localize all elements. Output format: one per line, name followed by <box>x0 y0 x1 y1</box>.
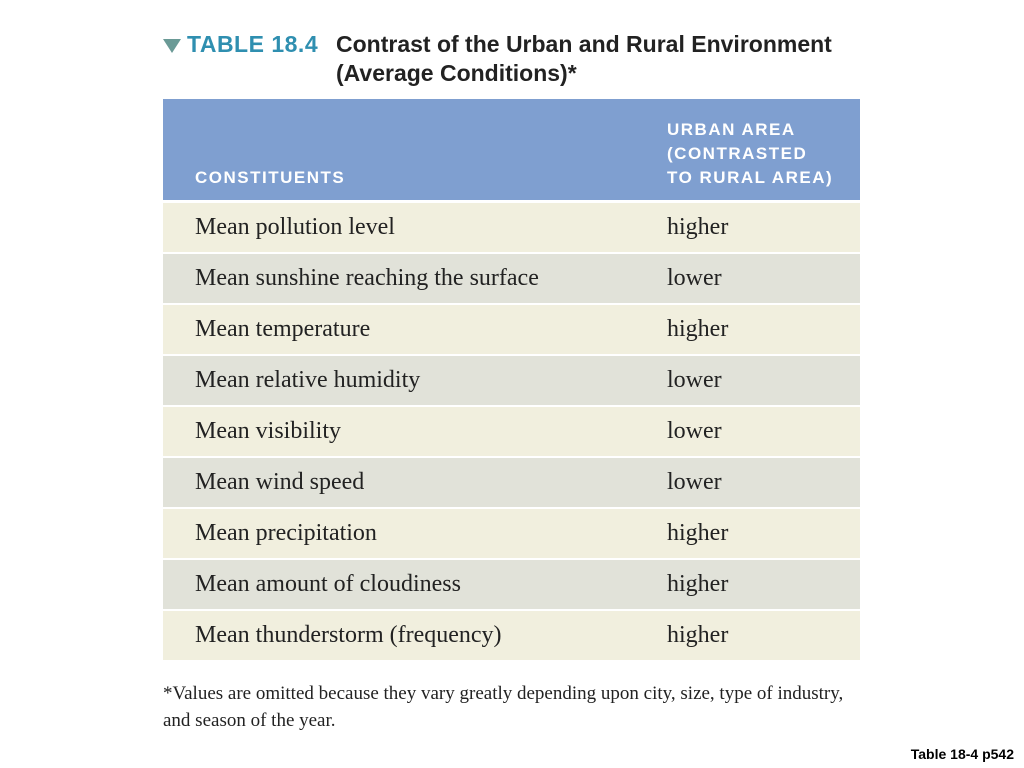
value-cell: higher <box>667 571 729 597</box>
table-number: TABLE 18.4 <box>187 31 319 57</box>
constituent-cell: Mean thunderstorm (frequency) <box>195 622 502 648</box>
value-cell: lower <box>667 265 722 291</box>
table-row: Mean relative humidity lower <box>163 356 860 407</box>
value-cell: lower <box>667 418 722 444</box>
constituent-cell: Mean visibility <box>195 418 341 444</box>
table-header: CONSTITUENTS URBAN AREA (CONTRASTED TO R… <box>163 99 860 203</box>
value-cell: higher <box>667 622 729 648</box>
constituent-cell: Mean pollution level <box>195 214 395 240</box>
constituent-cell: Mean relative humidity <box>195 367 421 393</box>
header-constituents: CONSTITUENTS <box>195 168 346 187</box>
constituent-cell: Mean temperature <box>195 316 371 342</box>
data-table: CONSTITUENTS URBAN AREA (CONTRASTED TO R… <box>163 99 860 662</box>
table-row: Mean wind speed lower <box>163 458 860 509</box>
constituent-cell: Mean wind speed <box>195 469 365 495</box>
table-row: Mean temperature higher <box>163 305 860 356</box>
slide-caption: Table 18-4 p542 <box>910 746 1014 762</box>
value-cell: higher <box>667 520 729 546</box>
value-cell: higher <box>667 214 729 240</box>
table-title: Contrast of the Urban and Rural Environm… <box>336 31 832 86</box>
header-urban-area: URBAN AREA (CONTRASTED TO RURAL AREA) <box>667 120 834 187</box>
table-row: Mean visibility lower <box>163 407 860 458</box>
table-row: Mean thunderstorm (frequency) higher <box>163 611 860 662</box>
constituent-cell: Mean amount of cloudiness <box>195 571 461 597</box>
table-row: Mean precipitation higher <box>163 509 860 560</box>
constituent-cell: Mean precipitation <box>195 520 377 546</box>
triangle-down-icon <box>163 38 181 53</box>
value-cell: lower <box>667 469 722 495</box>
table-footnote: *Values are omitted because they vary gr… <box>163 683 844 731</box>
table-row: Mean pollution level higher <box>163 203 860 254</box>
value-cell: lower <box>667 367 722 393</box>
table-row: Mean sunshine reaching the surface lower <box>163 254 860 305</box>
table-label-group: TABLE 18.4 <box>163 31 318 58</box>
table-row: Mean amount of cloudiness higher <box>163 560 860 611</box>
constituent-cell: Mean sunshine reaching the surface <box>195 265 539 291</box>
value-cell: higher <box>667 316 729 342</box>
